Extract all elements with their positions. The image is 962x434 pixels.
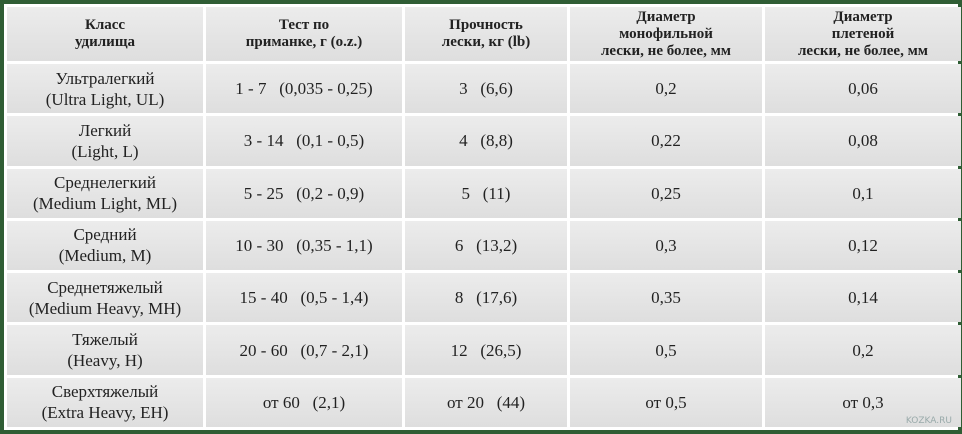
table-row: Ультралегкий (Ultra Light, UL) 1 - 7 (0,03…: [7, 64, 961, 114]
cell-line: Ультралегкий: [55, 68, 155, 88]
cell-line: Сверхтяжелый: [51, 382, 159, 402]
table-cell: 5 (11): [405, 168, 567, 218]
cell-line: лески, не более, мм: [797, 42, 929, 59]
table-cell: от 0,3: [765, 377, 961, 427]
cell-line: лески, кг (lb): [441, 34, 531, 50]
table-cell: 0,22: [570, 116, 762, 166]
table-cell: Среднетяжелый (Medium Heavy, MH): [7, 273, 203, 323]
table-cell: 0,1: [765, 168, 961, 218]
watermark: KOZKA.RU: [905, 416, 952, 426]
table-cell: 0,3: [570, 220, 762, 271]
table-cell: от 20 (44): [405, 377, 567, 427]
cell-line: Среднетяжелый: [47, 277, 163, 297]
cell-line: (Ultra Light, UL): [45, 89, 165, 109]
cell-line: Диаметр: [636, 8, 696, 25]
table-cell: Сверхтяжелый (Extra Heavy, EH): [7, 377, 203, 427]
header-cell: Прочность лески, кг (lb): [405, 7, 567, 61]
cell-line: Средний: [73, 225, 137, 245]
table-cell: 0,2: [570, 64, 762, 114]
table-body: Ультралегкий (Ultra Light, UL) 1 - 7 (0,03…: [7, 64, 961, 427]
table-row: Тяжелый (Heavy, H) 20 - 60 (0,7 - 2,1) 12 (…: [7, 325, 961, 375]
cell-line: (Medium, M): [58, 246, 152, 266]
header-cell: Класс удилища: [7, 7, 203, 61]
table-cell: 3 - 14 (0,1 - 0,5): [206, 116, 402, 166]
cell-line: Прочность: [449, 17, 523, 33]
cell-line: Среднелегкий: [54, 173, 156, 193]
table-cell: Тяжелый (Heavy, H): [7, 325, 203, 375]
table-cell: 4 (8,8): [405, 116, 567, 166]
cell-line: Класс: [84, 17, 126, 33]
cell-line: удилища: [74, 34, 135, 50]
table-frame: Класс удилища Тест по приманке, г (o.z.) Про…: [4, 4, 961, 430]
table-row: Легкий (Light, L) 3 - 14 (0,1 - 0,5) 4 (8,8…: [7, 116, 961, 166]
cell-line: лески, не более, мм: [600, 42, 732, 59]
table-cell: от 60 (2,1): [206, 377, 402, 427]
table-cell: 6 (13,2): [405, 220, 567, 271]
cell-line: Легкий: [78, 120, 132, 140]
table-cell: 0,5: [570, 325, 762, 375]
table-cell: 20 - 60 (0,7 - 2,1): [206, 325, 402, 375]
table-cell: 8 (17,6): [405, 273, 567, 323]
table-cell: 0,06: [765, 64, 961, 114]
cell-line: плетеной: [831, 25, 895, 42]
table-cell: 12 (26,5): [405, 325, 567, 375]
cell-line: приманке, г (o.z.): [245, 34, 363, 50]
table-cell: Ультралегкий (Ultra Light, UL): [7, 64, 203, 114]
table-row: Средний (Medium, M) 10 - 30 (0,35 - 1,1) 6 …: [7, 220, 961, 271]
table-cell: 5 - 25 (0,2 - 0,9): [206, 168, 402, 218]
cell-line: (Light, L): [71, 141, 139, 161]
table-cell: Среднелегкий (Medium Light, ML): [7, 168, 203, 218]
cell-line: Диаметр: [833, 8, 893, 25]
table-cell: 1 - 7 (0,035 - 0,25): [206, 64, 402, 114]
table-cell: 3 (6,6): [405, 64, 567, 114]
table-cell: Средний (Medium, M): [7, 220, 203, 271]
table-cell: 0,25: [570, 168, 762, 218]
table-cell: 0,12: [765, 220, 961, 271]
table-cell: от 0,5: [570, 377, 762, 427]
header-row: Класс удилища Тест по приманке, г (o.z.) Про…: [7, 7, 961, 61]
table-row: Среднелегкий (Medium Light, ML) 5 - 25 (0,…: [7, 168, 961, 218]
cell-line: Тест по: [278, 17, 330, 33]
header-cell: Диаметр плетеной лески, не более, мм: [765, 7, 961, 61]
cell-line: монофильной: [619, 25, 713, 42]
table-cell: Легкий (Light, L): [7, 116, 203, 166]
header-cell: Диаметр монофильной лески, не более, мм: [570, 7, 762, 61]
table-cell: 0,08: [765, 116, 961, 166]
cell-line: (Extra Heavy, EH): [41, 403, 169, 423]
header-cell: Тест по приманке, г (o.z.): [206, 7, 402, 61]
cell-line: (Heavy, H): [67, 351, 143, 371]
cell-line: (Medium Light, ML): [32, 194, 177, 214]
rod-class-table: Класс удилища Тест по приманке, г (o.z.) Про…: [4, 4, 962, 430]
table-cell: 10 - 30 (0,35 - 1,1): [206, 220, 402, 271]
table-cell: 0,2: [765, 325, 961, 375]
table-cell: 15 - 40 (0,5 - 1,4): [206, 273, 402, 323]
cell-line: Тяжелый: [72, 330, 138, 350]
table-cell: 0,35: [570, 273, 762, 323]
table-cell: 0,14: [765, 273, 961, 323]
table-row: Среднетяжелый (Medium Heavy, MH) 15 - 40 (…: [7, 273, 961, 323]
table-row: Сверхтяжелый (Extra Heavy, EH) от 60 (2,1)…: [7, 377, 961, 427]
cell-line: (Medium Heavy, MH): [28, 298, 182, 318]
